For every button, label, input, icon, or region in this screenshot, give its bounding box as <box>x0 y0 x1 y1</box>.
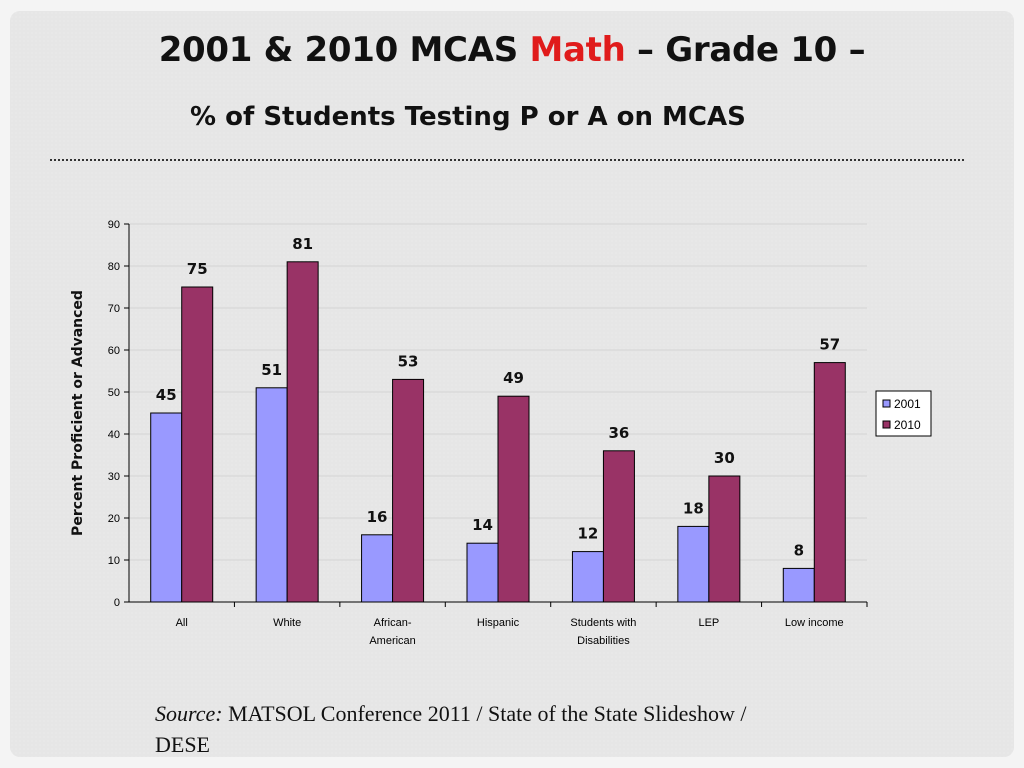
bar-2010 <box>181 286 214 603</box>
slide-title: 2001 & 2010 MCAS Math – Grade 10 – <box>0 30 1024 70</box>
x-tick-label: LEP <box>698 617 719 629</box>
data-label: 30 <box>714 449 735 467</box>
bar-2001 <box>255 387 288 603</box>
y-tick-label: 30 <box>108 471 120 483</box>
data-label: 14 <box>472 516 493 534</box>
data-label: 18 <box>683 499 704 517</box>
x-tick-label: Low income <box>785 617 844 629</box>
data-label: 75 <box>187 260 208 278</box>
source-note: Source: MATSOL Conference 2011 / State o… <box>155 698 795 760</box>
bar-2001 <box>466 542 499 603</box>
title-highlight: Math <box>529 30 626 70</box>
bar-2010 <box>497 395 530 603</box>
slide-background <box>10 11 1014 757</box>
x-tick-label: Hispanic <box>477 617 520 629</box>
x-tick-label: American <box>369 635 415 647</box>
data-label: 57 <box>819 336 840 354</box>
legend-label: 2010 <box>894 418 921 432</box>
bar-2001 <box>677 525 710 603</box>
x-tick-label: Students with <box>570 617 636 629</box>
data-label: 45 <box>156 386 177 404</box>
bar-2010 <box>286 261 319 603</box>
x-tick-label: Disabilities <box>577 635 630 647</box>
bar-2001 <box>361 534 394 603</box>
y-tick-label: 70 <box>108 303 120 315</box>
legend-swatch <box>882 399 891 408</box>
title-part-2: – Grade 10 – <box>625 30 866 70</box>
bar-2010 <box>392 378 425 603</box>
data-label: 36 <box>608 424 629 442</box>
legend-swatch <box>882 420 891 429</box>
data-label: 49 <box>503 369 524 387</box>
bar-2010 <box>708 475 741 603</box>
bar-2001 <box>150 412 183 603</box>
source-text: MATSOL Conference 2011 / State of the St… <box>155 701 747 757</box>
bar-2001 <box>782 567 815 603</box>
data-label: 16 <box>367 508 388 526</box>
data-label: 53 <box>398 352 419 370</box>
y-tick-label: 40 <box>108 429 120 441</box>
data-label: 51 <box>261 361 282 379</box>
data-label: 12 <box>577 525 598 543</box>
bar-2010 <box>813 362 846 603</box>
slide-subtitle: % of Students Testing P or A on MCAS <box>190 102 746 132</box>
legend-label: 2001 <box>894 397 921 411</box>
data-label: 81 <box>292 235 313 253</box>
y-tick-label: 0 <box>114 597 120 609</box>
x-tick-label: African- <box>374 617 412 629</box>
y-tick-label: 80 <box>108 261 120 273</box>
x-tick-label: White <box>273 617 301 629</box>
y-tick-label: 50 <box>108 387 120 399</box>
x-tick-label: All <box>176 617 188 629</box>
y-tick-label: 60 <box>108 345 120 357</box>
y-tick-label: 10 <box>108 555 120 567</box>
data-label: 8 <box>794 541 804 559</box>
y-axis-label: Percent Proficient or Advanced <box>70 290 86 536</box>
title-part-1: 2001 & 2010 MCAS <box>158 30 530 70</box>
y-tick-label: 20 <box>108 513 120 525</box>
dotted-divider <box>50 159 964 161</box>
y-tick-label: 90 <box>108 219 120 231</box>
source-label: Source: <box>155 701 223 726</box>
bar-2001 <box>571 551 604 603</box>
bar-2010 <box>602 450 635 603</box>
